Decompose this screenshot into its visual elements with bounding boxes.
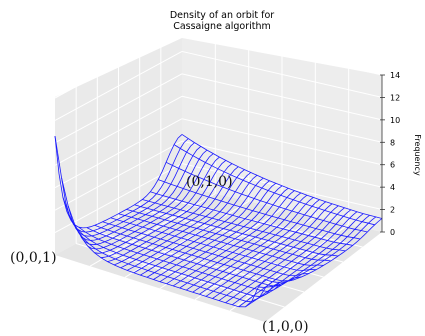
z-tick-label: 8 — [390, 138, 395, 147]
wireframe-line — [70, 219, 280, 298]
chart-title-line-1: Density of an orbit for — [170, 10, 274, 21]
corner-label-1-0-0: (1,0,0) — [262, 319, 309, 335]
wireframe-line — [150, 191, 353, 246]
z-tick-label: 2 — [390, 206, 395, 215]
wireframe-line — [165, 161, 368, 233]
surface-wireframe — [54, 134, 383, 308]
wireframe-line — [142, 199, 346, 252]
z-tick-label: 14 — [390, 71, 400, 80]
wireframe-line — [158, 179, 361, 240]
wireframe-line — [102, 221, 309, 277]
wireframe-line — [134, 204, 339, 257]
z-tick-label: 6 — [390, 161, 395, 170]
z-axis-ticks: 0 2 4 6 8 10 12 14 — [380, 71, 400, 237]
corner-label-0-1-0: (0,1,0) — [186, 174, 233, 190]
z-tick-label: 4 — [390, 183, 395, 192]
wireframe-line — [173, 144, 375, 226]
wireframe-line — [62, 197, 273, 303]
z-tick-label: 0 — [390, 228, 395, 237]
wireframe-line — [54, 136, 266, 308]
corner-label-0-0-1: (0,0,1) — [10, 250, 57, 266]
wireframe-line — [181, 134, 383, 219]
z-tick-label: 10 — [390, 116, 400, 125]
wireframe-line — [86, 227, 295, 287]
wireframe-line — [126, 209, 331, 262]
wireframe-line — [110, 217, 317, 271]
wireframe-line — [118, 213, 324, 266]
wireframe-line — [78, 226, 288, 292]
z-tick-label: 12 — [390, 93, 400, 102]
wireframe-line — [94, 224, 302, 282]
z-axis-label: Frequency — [413, 134, 422, 176]
chart-title-line-2: Cassaigne algorithm — [173, 21, 271, 32]
